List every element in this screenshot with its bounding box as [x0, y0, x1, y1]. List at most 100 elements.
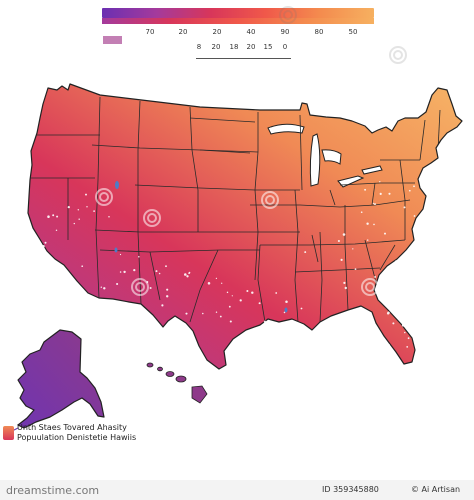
city-dot	[398, 296, 401, 299]
city-dot	[166, 295, 169, 298]
city-dot	[81, 265, 84, 268]
city-dot	[340, 258, 343, 261]
city-dot	[100, 286, 102, 288]
city-dot	[78, 218, 80, 220]
city-dot	[52, 214, 55, 217]
city-dot	[364, 188, 367, 191]
legend-tick: 20	[246, 43, 256, 51]
legend-tick: 20	[178, 28, 188, 36]
city-dot	[402, 320, 405, 323]
image-id: ID 359345880	[322, 485, 379, 494]
city-dot	[275, 292, 278, 294]
city-dot	[215, 277, 218, 280]
city-dot	[86, 206, 88, 208]
city-dot	[404, 331, 406, 334]
city-dot	[138, 256, 140, 258]
city-dot	[86, 295, 88, 298]
city-dot	[123, 270, 126, 274]
city-dot	[386, 301, 388, 304]
watermark-icon	[279, 6, 407, 64]
city-dot	[258, 302, 261, 305]
inland-lakes	[114, 181, 288, 313]
city-dot	[374, 203, 376, 206]
legend-top-ticks: 70 20 20 40 90 80 50	[0, 28, 474, 38]
city-dot	[408, 325, 410, 328]
city-dot	[155, 270, 158, 273]
city-dot	[372, 202, 375, 205]
city-dot	[399, 312, 401, 314]
city-dot	[406, 346, 409, 348]
city-dot	[166, 288, 169, 291]
legend-tick: 90	[280, 28, 290, 36]
city-dot	[398, 268, 400, 271]
state-borders	[30, 96, 441, 323]
city-dot	[161, 304, 164, 307]
hawaii-shape	[146, 362, 208, 404]
city-dot	[379, 192, 382, 196]
city-dot	[158, 272, 161, 275]
city-dot	[352, 248, 354, 250]
city-dot	[384, 232, 386, 235]
contiguous-us-shape	[27, 83, 463, 370]
city-dot	[93, 210, 95, 212]
legend-tick: 8	[196, 43, 202, 51]
city-dot	[366, 239, 369, 241]
caption-line-2: Popuulation Denistetie Hawiis	[17, 433, 137, 442]
city-dot	[44, 241, 47, 244]
city-dot	[373, 223, 375, 226]
city-dot	[344, 286, 348, 290]
city-dot	[73, 222, 75, 225]
city-dot	[251, 291, 254, 294]
legend-tick: 70	[145, 28, 155, 36]
city-dot	[354, 268, 357, 270]
city-dot	[231, 295, 233, 297]
city-dot	[108, 215, 110, 218]
city-dot	[239, 299, 242, 302]
city-dot	[397, 266, 401, 270]
city-dot	[85, 193, 87, 196]
city-dot	[229, 320, 232, 323]
city-dot	[42, 245, 45, 248]
city-dot	[285, 300, 288, 304]
city-dot	[387, 311, 390, 314]
city-dot	[56, 215, 59, 218]
color-scale-bar-lower	[102, 18, 374, 24]
city-dot	[391, 310, 393, 313]
city-dot	[207, 282, 211, 285]
city-dot	[337, 239, 340, 243]
city-dot	[186, 275, 189, 278]
city-dot	[413, 215, 416, 217]
city-dot	[67, 205, 70, 209]
city-dot	[283, 311, 286, 314]
alaska-shape	[17, 329, 105, 429]
great-lakes	[267, 123, 383, 188]
city-dot	[47, 215, 50, 218]
city-dot	[263, 320, 266, 323]
author-credit: © Ai Artisan	[411, 485, 461, 494]
city-dot	[226, 291, 229, 294]
city-dot	[188, 272, 190, 275]
city-dot	[379, 181, 381, 183]
city-dot	[228, 305, 231, 308]
city-dot	[374, 275, 377, 278]
city-dot	[392, 322, 395, 325]
city-dot	[77, 209, 80, 211]
city-dot	[366, 222, 369, 225]
city-dot	[408, 189, 411, 192]
city-dot	[403, 206, 406, 209]
city-dot	[343, 281, 346, 285]
city-dot	[165, 265, 167, 268]
caption-swatch	[3, 426, 14, 440]
city-dot	[116, 282, 119, 286]
color-scale-bar	[102, 8, 374, 18]
legend-tick: 15	[263, 43, 273, 51]
legend-tick: 0	[282, 43, 288, 51]
city-dot	[119, 271, 122, 273]
city-dot	[202, 312, 204, 315]
city-dot	[304, 251, 307, 254]
legend-tick: 50	[348, 28, 358, 36]
city-dot	[395, 260, 397, 262]
legend-tick: 20	[211, 43, 221, 51]
city-dot	[103, 287, 106, 290]
caption-line-1: Unth Staes Tovared Ahasity	[17, 423, 127, 432]
